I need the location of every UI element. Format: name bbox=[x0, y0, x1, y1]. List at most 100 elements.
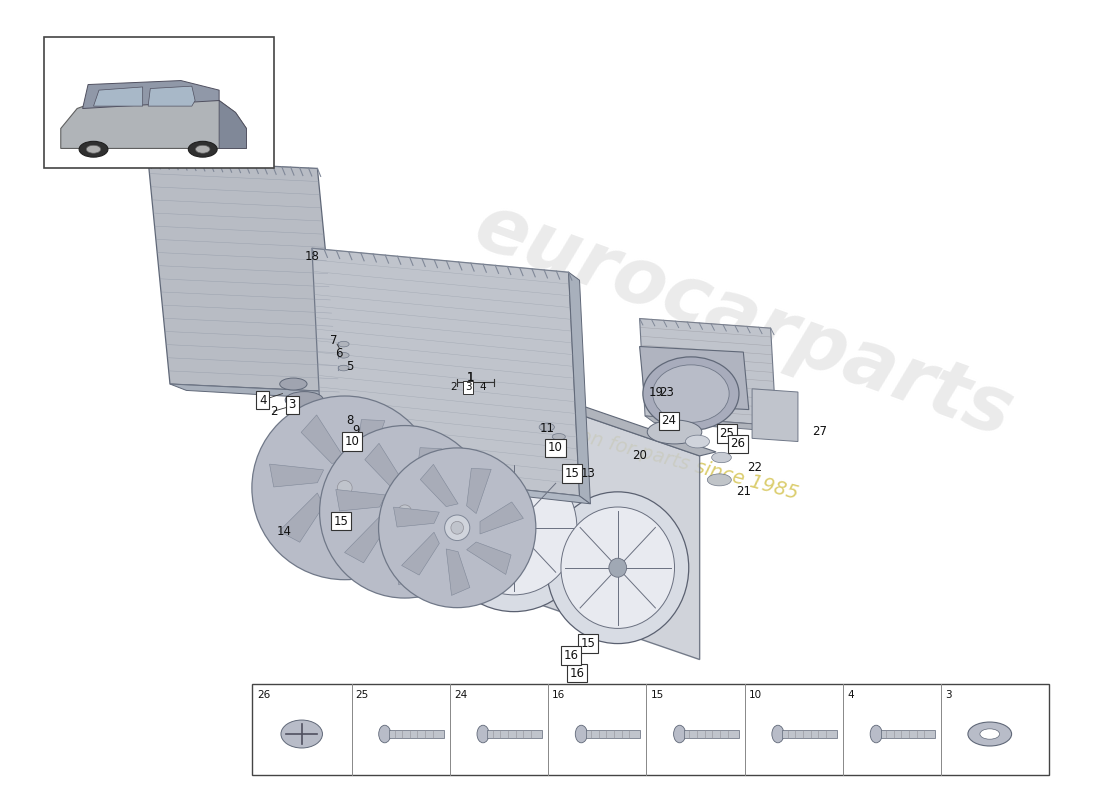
Ellipse shape bbox=[652, 365, 729, 422]
Ellipse shape bbox=[280, 720, 322, 748]
Ellipse shape bbox=[378, 448, 536, 608]
Text: 15: 15 bbox=[334, 515, 349, 528]
Bar bbox=[487, 730, 542, 738]
Text: 7: 7 bbox=[330, 334, 338, 347]
Polygon shape bbox=[170, 384, 352, 400]
Text: 23: 23 bbox=[660, 386, 674, 398]
Text: 10: 10 bbox=[548, 442, 563, 454]
Ellipse shape bbox=[285, 392, 323, 408]
Ellipse shape bbox=[547, 492, 689, 643]
Text: 21: 21 bbox=[736, 486, 751, 498]
Polygon shape bbox=[60, 97, 246, 149]
Text: 25: 25 bbox=[719, 427, 735, 440]
Text: 27: 27 bbox=[812, 426, 827, 438]
Ellipse shape bbox=[320, 426, 490, 598]
Text: 2: 2 bbox=[270, 405, 277, 418]
Text: 11: 11 bbox=[539, 422, 554, 435]
Ellipse shape bbox=[86, 146, 101, 153]
Text: 3: 3 bbox=[945, 690, 952, 700]
Ellipse shape bbox=[188, 142, 217, 157]
Polygon shape bbox=[466, 468, 492, 514]
Text: 9: 9 bbox=[352, 424, 360, 437]
Ellipse shape bbox=[561, 507, 674, 629]
Polygon shape bbox=[336, 490, 385, 511]
Polygon shape bbox=[480, 502, 524, 534]
Polygon shape bbox=[148, 86, 195, 106]
Text: 19: 19 bbox=[649, 386, 663, 398]
Ellipse shape bbox=[685, 435, 710, 448]
Ellipse shape bbox=[348, 414, 361, 421]
Text: 26: 26 bbox=[257, 690, 271, 700]
Bar bbox=[585, 730, 640, 738]
Polygon shape bbox=[752, 389, 798, 442]
Polygon shape bbox=[356, 419, 385, 471]
Text: 24: 24 bbox=[454, 690, 467, 700]
Text: 18: 18 bbox=[305, 250, 319, 262]
Ellipse shape bbox=[477, 726, 490, 743]
Bar bbox=[44, 37, 274, 169]
Ellipse shape bbox=[436, 444, 593, 612]
Ellipse shape bbox=[444, 515, 470, 541]
Text: 17: 17 bbox=[659, 419, 674, 432]
Text: a passion for parts since 1985: a passion for parts since 1985 bbox=[512, 409, 801, 503]
Ellipse shape bbox=[539, 423, 554, 431]
Text: 3: 3 bbox=[288, 398, 296, 411]
Polygon shape bbox=[447, 549, 470, 595]
Ellipse shape bbox=[647, 420, 702, 444]
Polygon shape bbox=[420, 464, 458, 506]
Ellipse shape bbox=[575, 726, 587, 743]
Ellipse shape bbox=[451, 461, 576, 595]
Polygon shape bbox=[394, 507, 439, 527]
Polygon shape bbox=[312, 248, 580, 496]
Ellipse shape bbox=[338, 366, 349, 371]
Text: 14: 14 bbox=[277, 526, 293, 538]
Polygon shape bbox=[429, 484, 476, 518]
Text: 16: 16 bbox=[563, 649, 579, 662]
Ellipse shape bbox=[504, 518, 524, 538]
Text: 6: 6 bbox=[336, 347, 343, 360]
Ellipse shape bbox=[252, 396, 438, 580]
Ellipse shape bbox=[609, 558, 627, 577]
Text: 15: 15 bbox=[581, 637, 596, 650]
Text: 4: 4 bbox=[478, 382, 485, 392]
Polygon shape bbox=[645, 416, 786, 432]
Ellipse shape bbox=[552, 434, 565, 440]
Polygon shape bbox=[421, 360, 700, 659]
Text: 8: 8 bbox=[346, 414, 354, 427]
Bar bbox=[782, 730, 837, 738]
Polygon shape bbox=[365, 443, 406, 489]
Text: 12: 12 bbox=[534, 705, 549, 718]
Text: 10: 10 bbox=[749, 690, 762, 700]
Text: 2: 2 bbox=[451, 382, 458, 392]
Text: 15: 15 bbox=[564, 467, 580, 480]
Ellipse shape bbox=[392, 498, 418, 526]
Polygon shape bbox=[639, 318, 777, 426]
Text: 13: 13 bbox=[581, 467, 596, 480]
Polygon shape bbox=[219, 101, 246, 149]
Ellipse shape bbox=[673, 726, 685, 743]
Polygon shape bbox=[356, 504, 408, 542]
Polygon shape bbox=[344, 517, 385, 563]
Ellipse shape bbox=[348, 424, 361, 430]
Text: 24: 24 bbox=[661, 414, 676, 427]
Ellipse shape bbox=[398, 505, 411, 518]
Polygon shape bbox=[279, 493, 323, 542]
Text: 3: 3 bbox=[465, 382, 472, 392]
Polygon shape bbox=[639, 346, 749, 410]
Polygon shape bbox=[82, 81, 219, 109]
Polygon shape bbox=[402, 532, 439, 575]
Text: 10: 10 bbox=[345, 435, 360, 448]
Ellipse shape bbox=[279, 378, 307, 390]
Ellipse shape bbox=[79, 142, 108, 157]
Bar bbox=[389, 730, 443, 738]
Ellipse shape bbox=[968, 722, 1012, 746]
Polygon shape bbox=[148, 161, 339, 392]
Polygon shape bbox=[415, 448, 441, 497]
Ellipse shape bbox=[552, 445, 565, 451]
Text: 26: 26 bbox=[730, 438, 746, 450]
Text: 4: 4 bbox=[847, 690, 854, 700]
Polygon shape bbox=[569, 272, 591, 504]
Ellipse shape bbox=[870, 726, 882, 743]
Text: eurocarparts: eurocarparts bbox=[464, 187, 1023, 453]
Text: 5: 5 bbox=[346, 360, 354, 373]
